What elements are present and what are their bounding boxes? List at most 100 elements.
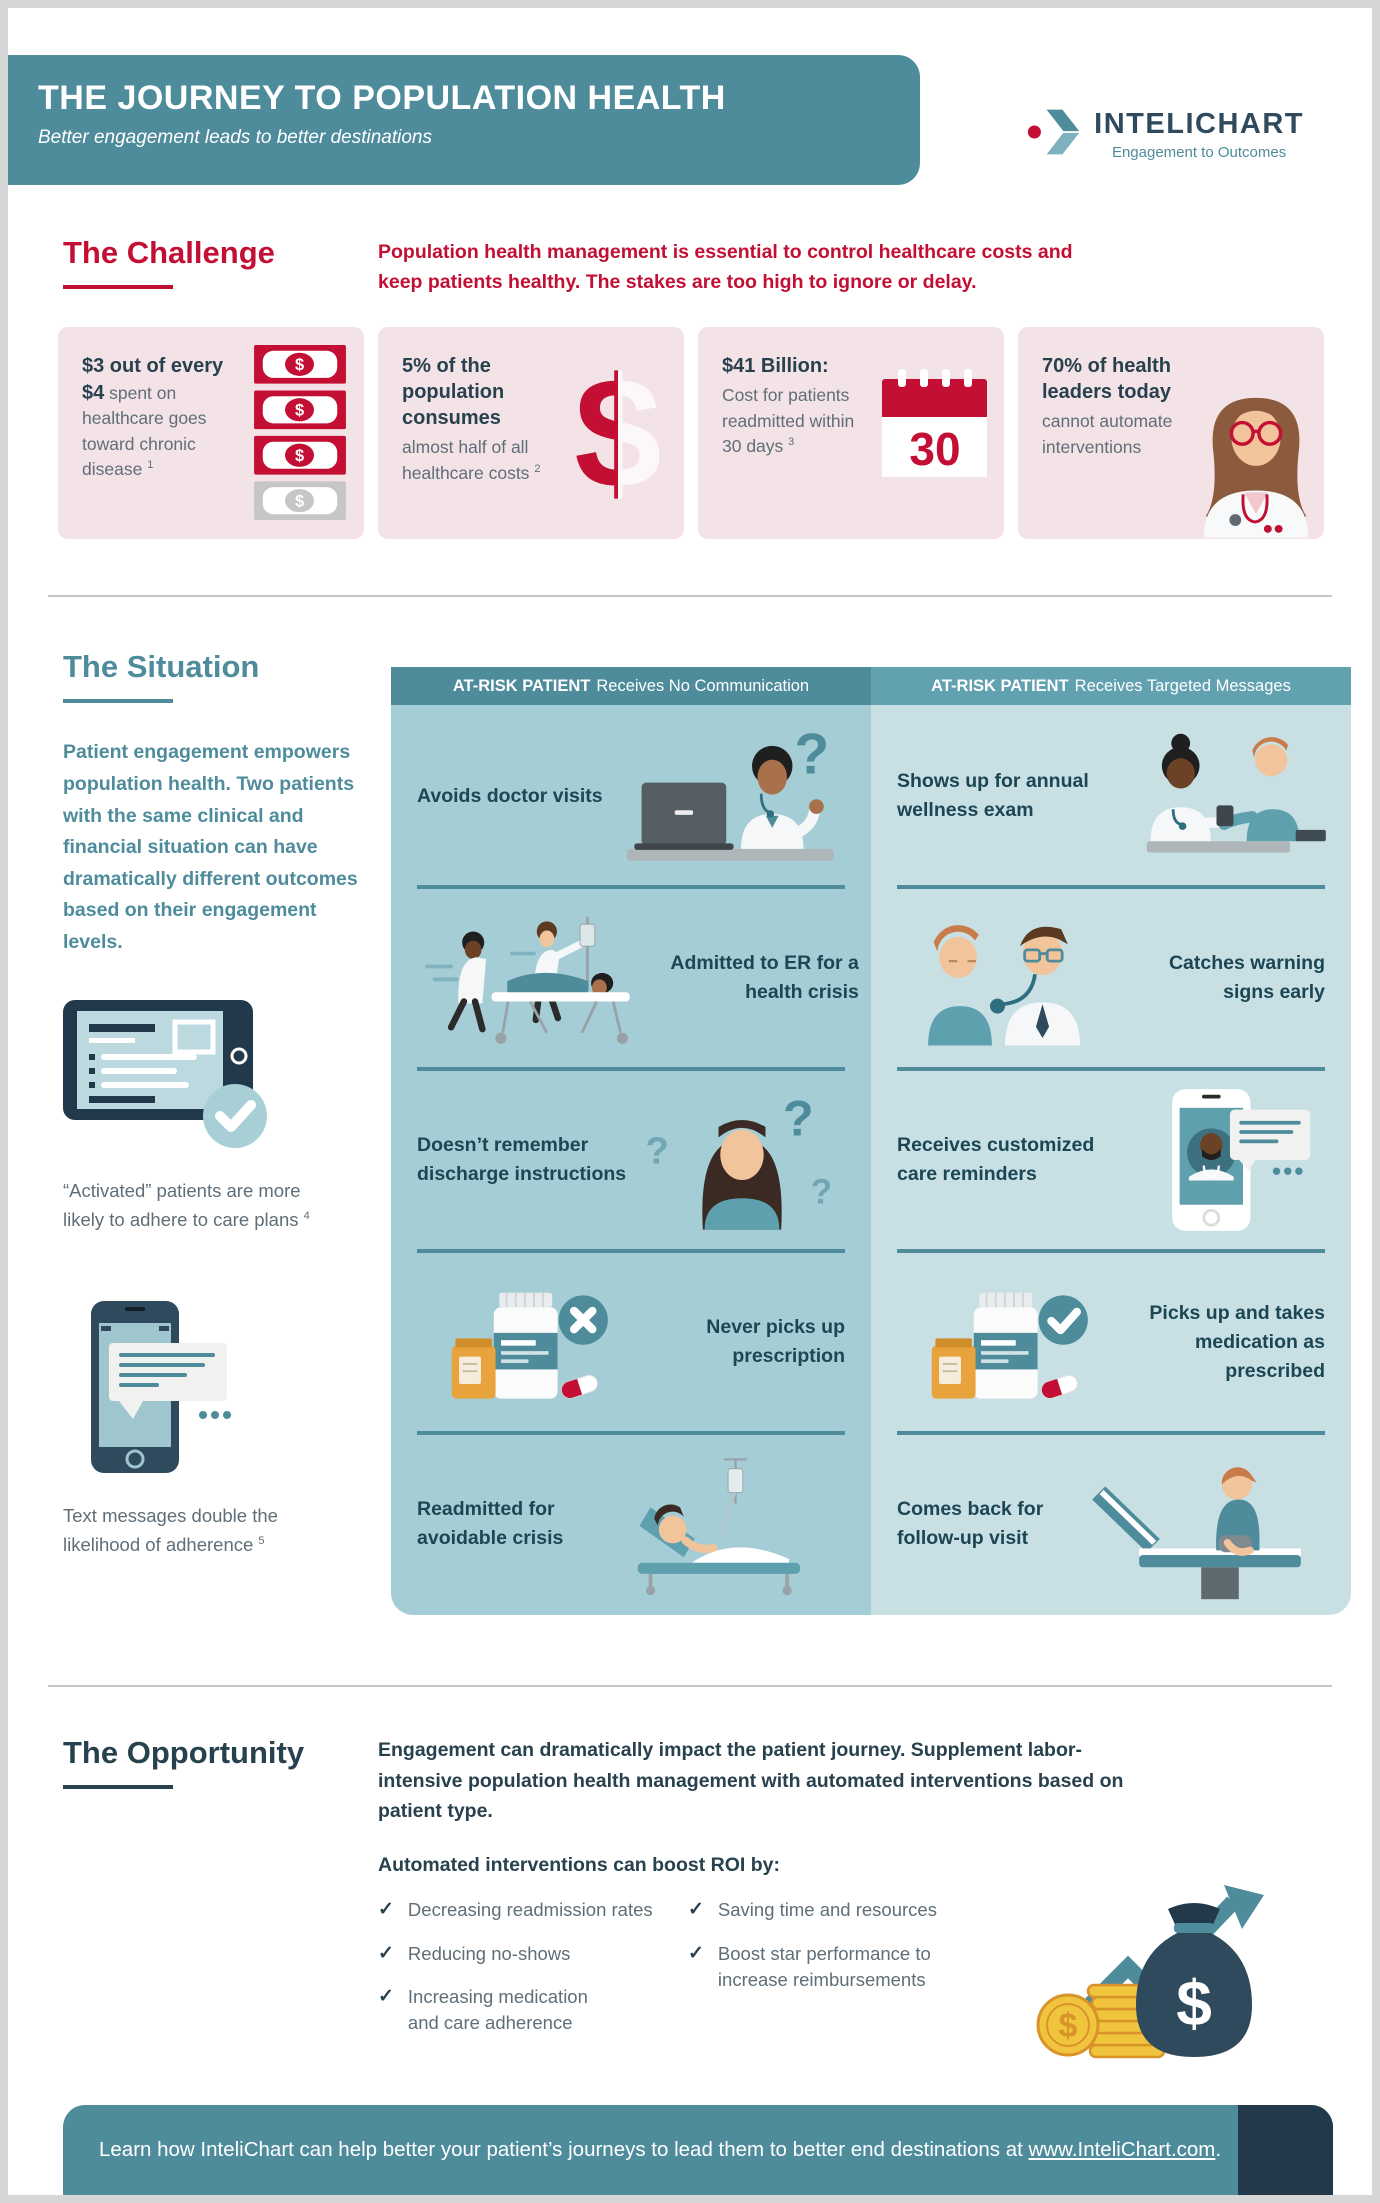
- at-risk-row: Comes back for follow-up visit: [871, 1431, 1351, 1615]
- check-icon: ✓: [378, 1899, 394, 1921]
- section-divider: [48, 595, 1332, 598]
- page-subtitle: Better engagement leads to better destin…: [38, 127, 432, 148]
- sidebar-fact-activated: “Activated” patients are more likely to …: [63, 1000, 367, 1234]
- stat-bold: $41 Billion:: [722, 355, 829, 378]
- footer-text: Learn how InteliChart can help better yo…: [99, 2138, 1222, 2161]
- intelichart-logo: INTELICHART Engagement to Outcomes: [1026, 104, 1304, 165]
- stat-card-text: $3 out of every $4 spent on healthcare g…: [82, 353, 235, 482]
- tablet-checkmark-icon: [63, 1000, 273, 1154]
- svg-text:$: $: [295, 402, 304, 420]
- blood-pressure-exam-illustration: [1094, 720, 1339, 872]
- situation-intro: Patient engagement empowers population h…: [63, 741, 358, 953]
- footnote-marker: 1: [147, 459, 154, 472]
- at-risk-row: Catches warning signs early: [871, 885, 1351, 1069]
- at-risk-row: Readmitted for avoidable crisis: [391, 1431, 871, 1615]
- svg-text:$: $: [574, 349, 661, 517]
- female-doctor-avatar: [1192, 376, 1320, 539]
- footnote-marker: 4: [303, 1210, 310, 1222]
- situation-section: The Situation Patient engagement empower…: [63, 649, 1351, 1616]
- intelichart-chevron-icon: [1026, 104, 1082, 165]
- footnote-marker: 3: [788, 436, 795, 449]
- fact-text: “Activated” patients are more likely to …: [63, 1180, 310, 1231]
- at-risk-row: Doesn’t remember discharge instructions …: [391, 1067, 871, 1251]
- stat-card-readmission: $41 Billion: Cost for patients readmitted…: [698, 327, 1004, 540]
- stat-card-text: 5% of the population consumes almost half…: [402, 353, 555, 486]
- roi-checklist: ✓ Decreasing readmission rates ✓ Reducing …: [378, 1885, 1278, 2072]
- at-risk-row: Avoids doctor visits ?: [391, 705, 871, 887]
- money-bag-coins-arrow-icon: $ $: [1028, 1867, 1278, 2072]
- check-icon: ✓: [378, 1942, 394, 1964]
- footer-banner: Learn how InteliChart can help better yo…: [63, 2105, 1333, 2195]
- sidebar-fact-text-messages: Text messages double the likelihood of a…: [63, 1299, 367, 1559]
- svg-text:?: ?: [646, 1130, 669, 1173]
- svg-text:$: $: [295, 493, 304, 511]
- at-risk-row: Never picks up prescription: [391, 1249, 871, 1433]
- medication-check-illustration: [897, 1267, 1128, 1417]
- heading-underline: [63, 1785, 173, 1790]
- at-risk-row: Receives customized care reminders: [871, 1067, 1351, 1251]
- svg-text:$: $: [1059, 2007, 1078, 2045]
- at-risk-row: Admitted to ER for a health crisis: [391, 885, 871, 1069]
- roi-item: ✓ Saving time and resources: [688, 1897, 1018, 1924]
- opportunity-intro: Engagement can dramatically impact the p…: [378, 1739, 1124, 1822]
- challenge-cards: $3 out of every $4 spent on healthcare g…: [58, 327, 1324, 540]
- stat-card-population-costs: 5% of the population consumes almost half…: [378, 327, 684, 540]
- situation-sidebar: The Situation Patient engagement empower…: [63, 649, 391, 1615]
- heading-underline: [63, 699, 173, 704]
- stat-bold: $3 out of every $4: [82, 355, 224, 404]
- header-band: THE JOURNEY TO POPULATION HEALTH Better …: [8, 55, 920, 185]
- footnote-marker: 5: [258, 1534, 265, 1547]
- check-icon: ✓: [378, 1986, 394, 2008]
- roi-item: ✓ Increasing medication and care adherenc…: [378, 1984, 688, 2036]
- stat-card-chronic-disease: $3 out of every $4 spent on healthcare g…: [58, 327, 364, 540]
- check-icon: ✓: [688, 1942, 704, 1964]
- stat-bold: 5% of the population consumes: [402, 355, 505, 430]
- stat-card-health-leaders: 70% of health leaders today cannot automa…: [1018, 327, 1324, 540]
- intelichart-link[interactable]: www.InteliChart.com: [1028, 2138, 1216, 2161]
- doctor-laptop-question-illustration: ?: [614, 720, 845, 872]
- money-bills-icon: $ $ $ $: [254, 345, 346, 526]
- logo-tagline: Engagement to Outcomes: [1111, 144, 1287, 161]
- at-risk-row: Shows up for annual wellness exam: [871, 705, 1351, 887]
- stat-rest: spent on healthcare goes toward chronic …: [82, 382, 207, 479]
- section-divider: [48, 1685, 1332, 1688]
- page-title: THE JOURNEY TO POPULATION HEALTH: [38, 79, 726, 117]
- column-header: AT-RISK PATIENT Receives Targeted Messag…: [871, 667, 1351, 706]
- challenge-section: The Challenge Population health manageme…: [63, 235, 1332, 297]
- patient-hospital-bed-iv-illustration: [588, 1449, 845, 1599]
- check-icon: ✓: [688, 1899, 704, 1921]
- heading-underline: [63, 285, 173, 289]
- svg-text:$: $: [295, 357, 304, 375]
- svg-text:$: $: [295, 447, 304, 465]
- dollar-sign-icon: $ $: [564, 349, 672, 522]
- fact-text: Text messages double the likelihood of a…: [63, 1504, 278, 1555]
- svg-text:?: ?: [783, 1090, 814, 1147]
- svg-text:$: $: [574, 349, 661, 517]
- opportunity-section: The Opportunity Engagement can dramatica…: [63, 1735, 1332, 2072]
- patient-exam-table-illustration: [1068, 1448, 1325, 1600]
- footer-accent-block: [1238, 2105, 1333, 2195]
- situation-heading: The Situation: [63, 649, 260, 685]
- column-no-communication: AT-RISK PATIENT Receives No Communicatio…: [391, 667, 871, 1616]
- svg-text:?: ?: [795, 723, 830, 787]
- svg-text:?: ?: [811, 1174, 832, 1212]
- calendar-30-icon: 30: [882, 369, 988, 486]
- svg-text:30: 30: [909, 423, 960, 475]
- stat-card-text: $41 Billion: Cost for patients readmitted…: [722, 353, 875, 459]
- stat-bold: 70% of health leaders today: [1042, 355, 1171, 404]
- stat-rest: almost half of all healthcare costs: [402, 437, 530, 483]
- at-risk-row: Picks up and takes medication as prescri…: [871, 1249, 1351, 1433]
- roi-item: ✓ Boost star performance to increase reim…: [688, 1941, 1018, 1993]
- at-risk-comparison: AT-RISK PATIENT Receives No Communicatio…: [391, 667, 1351, 1616]
- confused-patient-questions-illustration: ? ? ?: [640, 1085, 845, 1235]
- roi-item: ✓ Decreasing readmission rates: [378, 1897, 688, 1924]
- opportunity-heading: The Opportunity: [63, 1735, 305, 1771]
- stat-rest: cannot automate interventions: [1042, 411, 1173, 457]
- er-stretcher-rush-illustration: [417, 902, 662, 1054]
- phone-text-message-icon: [63, 1300, 263, 1479]
- logo-name: INTELICHART: [1094, 108, 1304, 140]
- roi-heading: Automated interventions can boost ROI by…: [378, 1854, 780, 1877]
- footnote-marker: 2: [534, 462, 541, 475]
- column-targeted-messages: AT-RISK PATIENT Receives Targeted Messag…: [871, 667, 1351, 1616]
- column-header: AT-RISK PATIENT Receives No Communicatio…: [391, 667, 871, 706]
